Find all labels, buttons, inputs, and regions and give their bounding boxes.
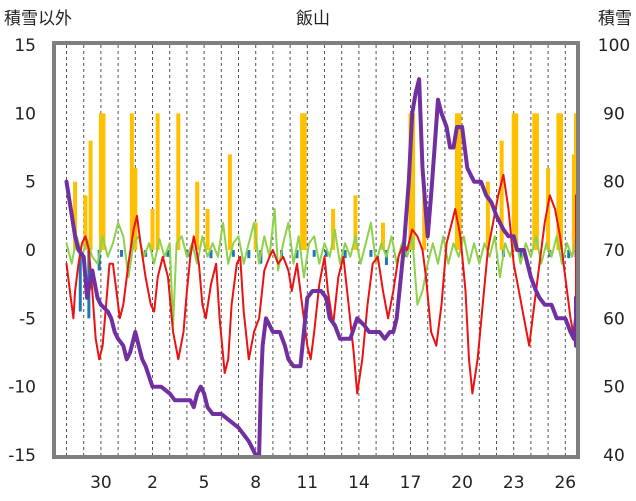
precipitation-bar: [331, 209, 336, 250]
precipitation-bar: [511, 113, 516, 250]
precipitation-bar: [422, 195, 427, 250]
snowfall-bar: [324, 250, 328, 257]
x-tick-label: 26: [554, 473, 576, 493]
left-tick-label: -5: [19, 309, 36, 329]
snowfall-bar: [247, 250, 251, 259]
precipitation-bar: [129, 113, 134, 250]
precipitation-bar: [571, 154, 576, 250]
x-tick-label: 2: [147, 473, 158, 493]
precipitation-bar: [380, 222, 385, 250]
snowfall-bar: [231, 250, 235, 257]
x-tick-label: 8: [250, 473, 261, 493]
snowfall-bar: [567, 250, 571, 259]
left-tick-label: 5: [25, 173, 36, 193]
right-tick-label: 40: [603, 446, 625, 466]
snowfall-bar: [78, 250, 82, 312]
snowfall-bar: [519, 250, 523, 259]
right-axis-title: 積雪: [598, 9, 632, 29]
x-tick-label: 5: [199, 473, 210, 493]
precipitation-bar: [499, 140, 504, 250]
left-tick-label: 0: [25, 241, 36, 261]
precipitation-bar: [83, 195, 88, 250]
snowfall-bar: [166, 250, 170, 257]
precipitation-bar: [300, 113, 305, 250]
precipitation-bar: [534, 113, 539, 250]
precipitation-bar: [205, 209, 210, 250]
snowfall-bar: [295, 250, 299, 259]
right-tick-label: 90: [603, 104, 625, 124]
precipitation-bar: [457, 113, 462, 250]
precipitation-bar: [227, 154, 232, 250]
precipitation-bar: [353, 195, 358, 250]
precipitation-bar: [532, 113, 537, 250]
precipitation-bar: [73, 181, 78, 250]
right-tick-label: 50: [603, 378, 625, 398]
precipitation-bar: [98, 113, 103, 250]
lines: [64, 77, 578, 457]
left-tick-label: -15: [8, 446, 36, 466]
precipitation-bar: [556, 113, 561, 250]
x-tick-label: 23: [503, 473, 525, 493]
chart-title: 飯山: [296, 9, 330, 29]
snow-depth-line: [64, 77, 578, 457]
snowfall-bar: [369, 250, 373, 257]
x-tick-label: 14: [348, 473, 370, 493]
x-tick-label: 17: [400, 473, 422, 493]
right-tick-label: 80: [603, 173, 625, 193]
precipitation-bar: [559, 113, 563, 250]
precipitation-bar: [514, 113, 519, 250]
temperature-line: [65, 173, 577, 395]
precipitation-bar: [454, 113, 459, 250]
precipitation-bar: [88, 140, 93, 250]
precipitation-bar: [150, 209, 155, 250]
wind-line: [65, 208, 577, 327]
precipitation-bar: [411, 113, 416, 250]
precipitation-bar: [133, 168, 138, 250]
snowfall-bar: [343, 250, 347, 259]
precipitation-bar: [302, 113, 307, 250]
x-tick-label: 30: [90, 473, 112, 493]
precipitation-bar: [176, 113, 181, 250]
precipitation-bar: [485, 181, 490, 250]
right-tick-label: 100: [598, 36, 630, 56]
snowfall-bar: [209, 250, 213, 259]
precipitation-bar: [195, 181, 200, 250]
plot-frame: [52, 41, 580, 459]
bars: [73, 113, 578, 319]
left-tick-label: 10: [14, 104, 36, 124]
precipitation-bar: [155, 113, 160, 250]
precipitation-bar: [101, 113, 106, 250]
x-tick-label: 20: [451, 473, 473, 493]
left-axis-title: 積雪以外: [4, 9, 72, 29]
left-tick-label: 15: [14, 36, 36, 56]
snowfall-bar: [97, 250, 101, 271]
left-tick-label: -10: [8, 378, 36, 398]
right-tick-label: 60: [603, 309, 625, 329]
snowfall-bar: [312, 250, 316, 257]
right-tick-label: 70: [603, 241, 625, 261]
snowfall-bar: [120, 250, 124, 257]
x-tick-label: 11: [296, 473, 318, 493]
